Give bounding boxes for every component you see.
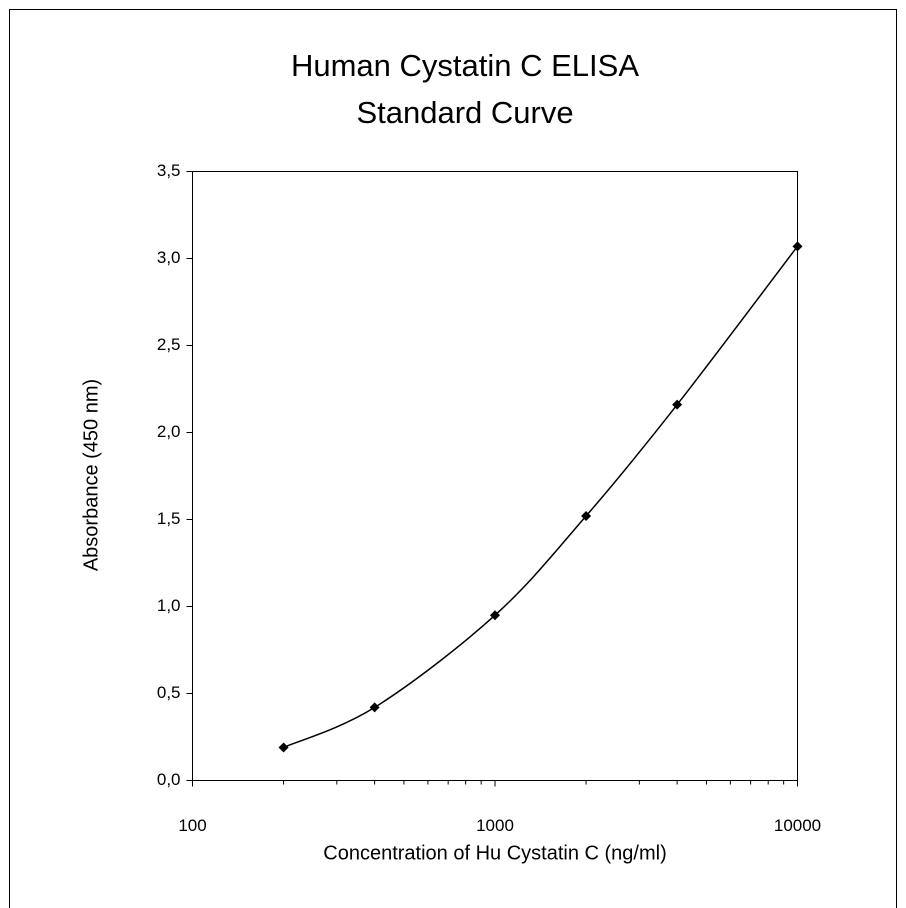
x-axis-label: Concentration of Hu Cystatin C (ng/ml) [323, 842, 666, 864]
curve [283, 245, 799, 749]
marker [792, 241, 803, 252]
y-tick-label: 1,0 [157, 596, 181, 615]
y-tick-label: 1,5 [157, 509, 181, 528]
x-tick-label: 100 [178, 816, 206, 835]
chart-frame [9, 9, 897, 908]
y-tick-label: 2,5 [157, 335, 181, 354]
marker [581, 511, 592, 522]
chart-subtitle: Standard Curve [356, 95, 573, 130]
x-tick-label: 1000 [476, 816, 514, 835]
y-tick-label: 0,0 [157, 770, 181, 789]
y-tick-label: 2,0 [157, 422, 181, 441]
plot-area [192, 171, 798, 781]
marker [672, 399, 683, 410]
y-tick-label: 3,0 [157, 248, 181, 267]
chart-title: Human Cystatin C ELISA [291, 48, 639, 83]
y-axis-label: Absorbance (450 nm) [80, 379, 102, 571]
y-tick-label: 3,5 [157, 161, 181, 180]
marker [278, 742, 289, 753]
marker [490, 610, 500, 621]
y-tick-label: 0,5 [157, 683, 181, 702]
x-tick-label: 10000 [774, 816, 821, 835]
marker [369, 702, 380, 713]
